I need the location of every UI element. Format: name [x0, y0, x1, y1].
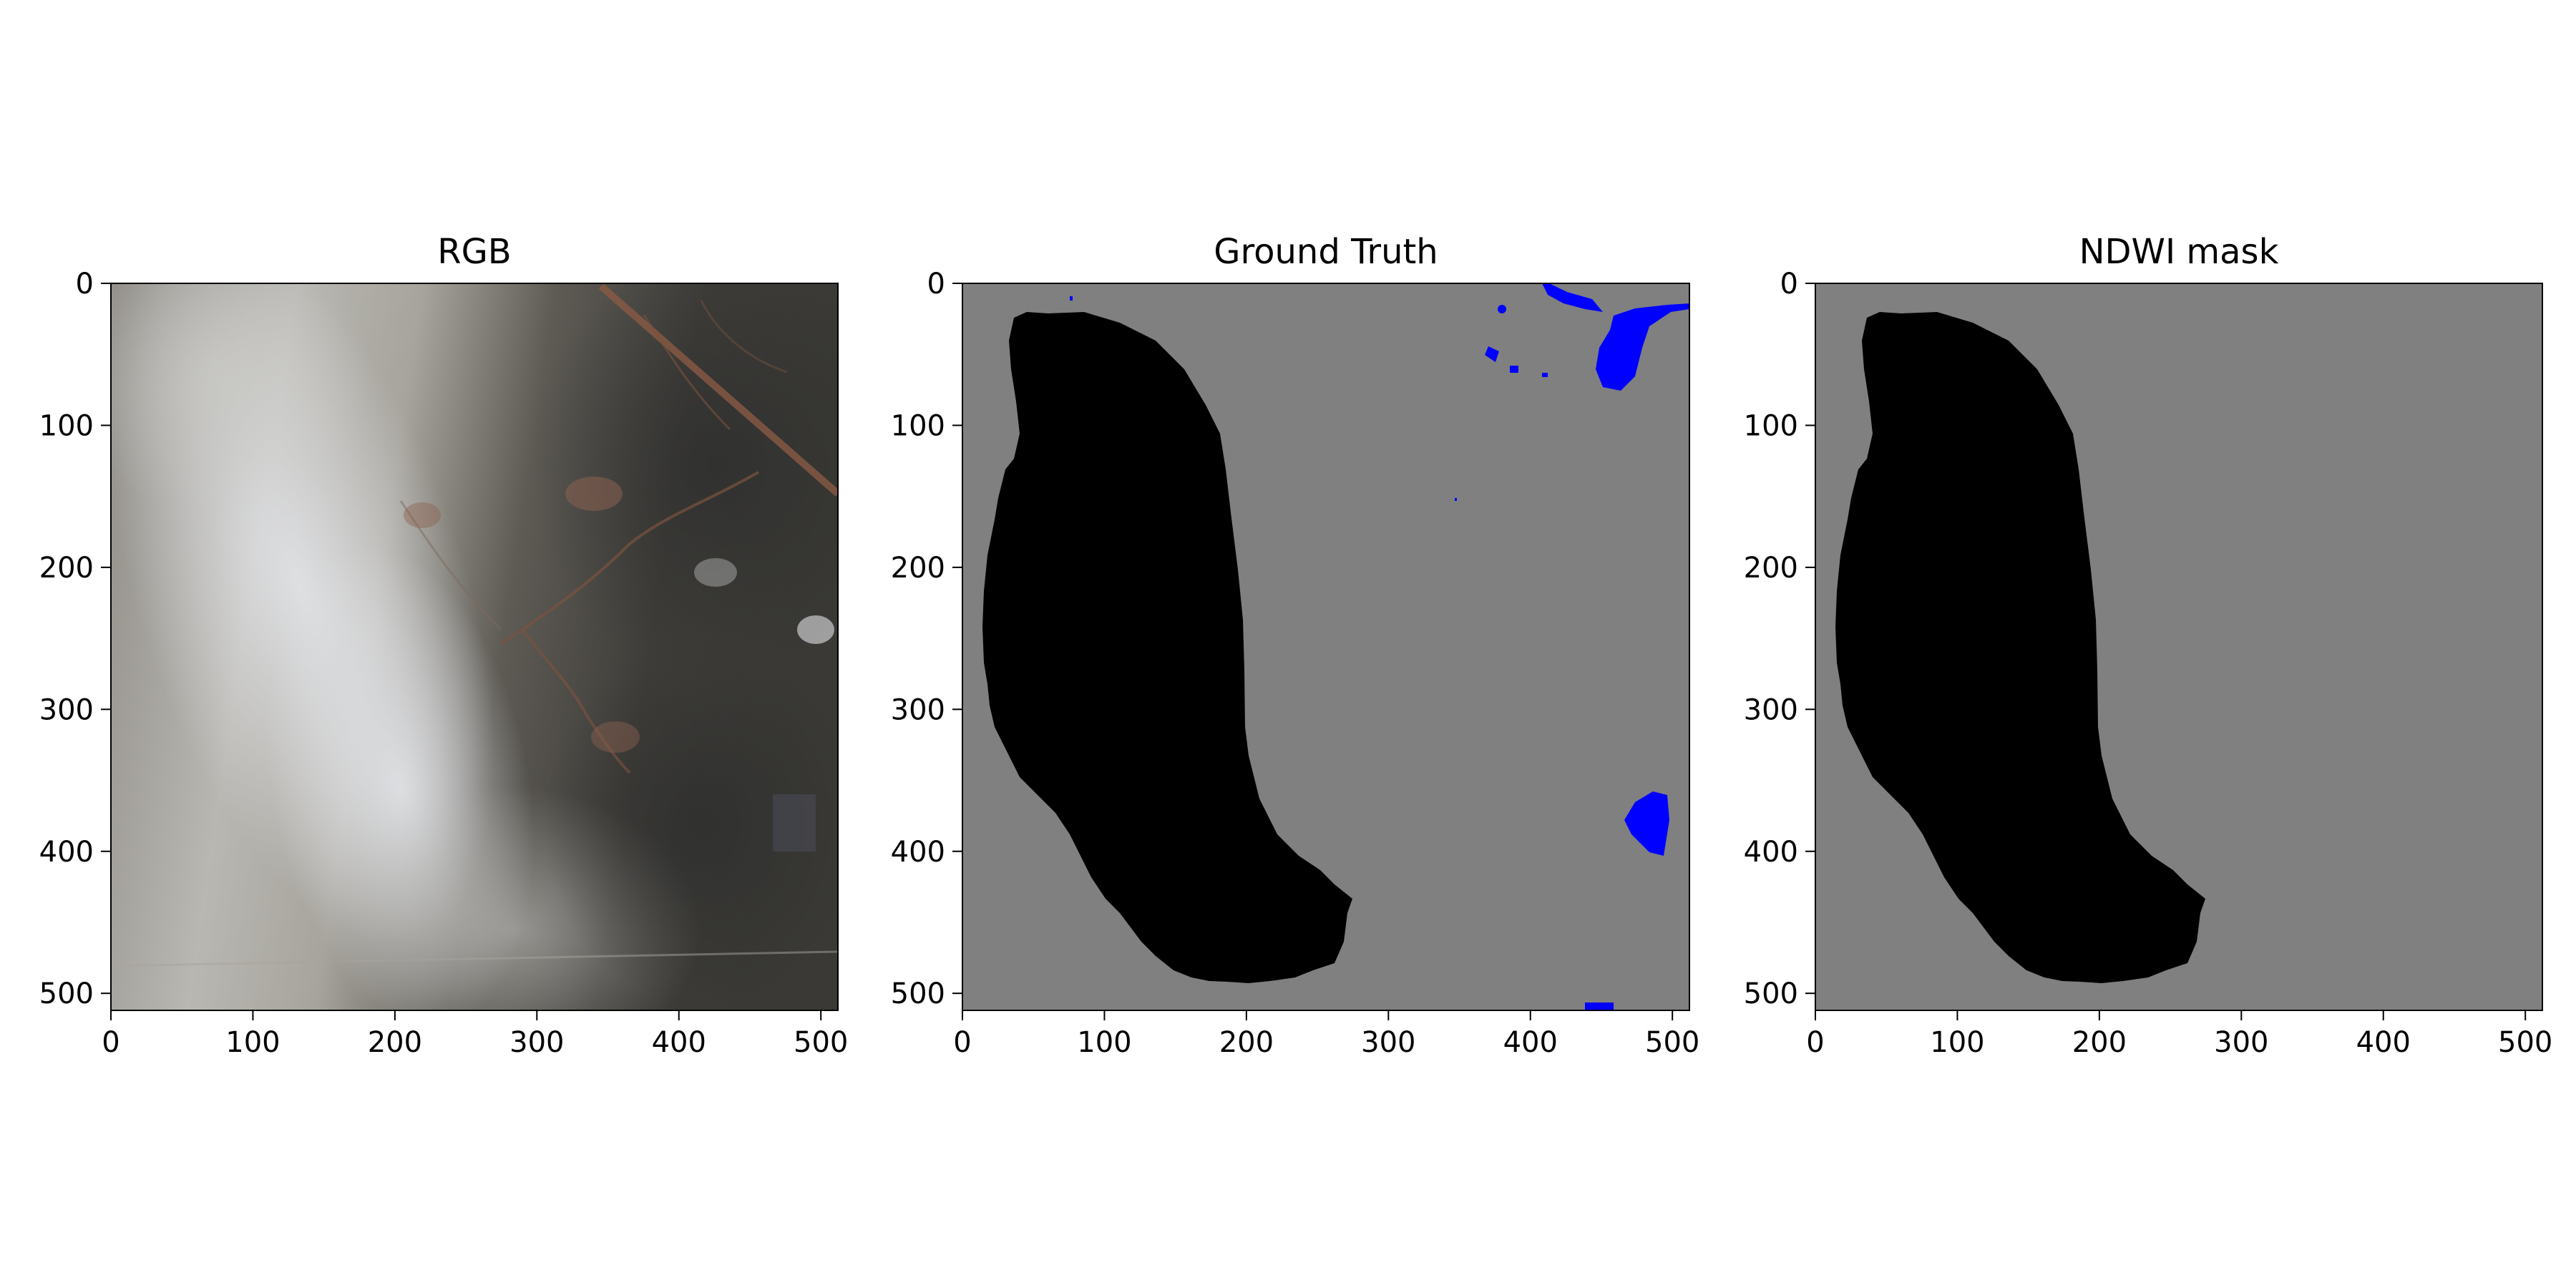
y-tick-label: 500 — [1744, 977, 1798, 1010]
y-tick-label: 200 — [891, 552, 945, 585]
panel-title-ground-truth: Ground Truth — [1214, 232, 1438, 272]
y-tick-label: 400 — [39, 836, 94, 869]
y-tick-label: 0 — [1780, 268, 1798, 301]
y-tick-label: 300 — [1744, 693, 1798, 726]
y-tick-label: 200 — [1744, 552, 1798, 585]
x-tick-label: 500 — [794, 1026, 848, 1059]
x-tick-label: 0 — [102, 1026, 119, 1059]
x-tick-label: 300 — [1361, 1026, 1415, 1059]
rgb-axes-frame — [110, 283, 839, 1011]
y-tick-label: 400 — [891, 836, 945, 869]
panel-ndwi-mask: NDWI mask 0 100 200 300 400 50001002003004005… — [1744, 232, 2553, 1059]
panel-title-ndwi-mask: NDWI mask — [2079, 232, 2279, 272]
x-tick-label: 400 — [2356, 1026, 2411, 1059]
water-highlight-regions — [1070, 283, 1689, 1010]
x-tick-label: 0 — [953, 1026, 971, 1059]
y-tick-label: 200 — [39, 552, 94, 585]
x-tick-label: 200 — [2072, 1026, 2127, 1059]
x-tick-label: 300 — [2214, 1026, 2268, 1059]
x-tick-label: 400 — [1503, 1026, 1558, 1059]
y-tick-label: 100 — [1744, 409, 1798, 442]
y-tick-label: 0 — [76, 268, 94, 301]
rgb-image — [111, 283, 838, 1010]
x-tick-label: 500 — [1645, 1026, 1699, 1059]
y-tick-label: 500 — [39, 977, 94, 1010]
y-tick-label: 0 — [927, 268, 945, 301]
x-tick-label: 300 — [509, 1026, 564, 1059]
x-tick-label: 100 — [1077, 1026, 1131, 1059]
ground-truth-region — [982, 312, 1352, 983]
y-tick-label: 300 — [39, 693, 94, 726]
x-tick-label: 200 — [368, 1026, 422, 1059]
y-tick-label: 400 — [1744, 836, 1798, 869]
ndwi-mask-axes-frame — [1815, 283, 2543, 1011]
y-tick-label: 100 — [39, 409, 94, 442]
panel-title-rgb: RGB — [437, 232, 511, 272]
x-tick-label: 0 — [1806, 1026, 1824, 1059]
ground-truth-axes-frame — [962, 283, 1690, 1011]
ndwi-mask-image — [1815, 283, 2542, 1010]
ndwi-mask-region — [1835, 312, 2205, 983]
y-tick-label: 300 — [891, 693, 945, 726]
y-tick-label: 100 — [891, 409, 945, 442]
x-tick-label: 100 — [225, 1026, 280, 1059]
x-tick-label: 400 — [652, 1026, 706, 1059]
x-tick-label: 100 — [1930, 1026, 1984, 1059]
x-tick-label: 200 — [1219, 1026, 1274, 1059]
x-tick-label: 500 — [2498, 1026, 2552, 1059]
y-tick-label: 500 — [891, 977, 945, 1010]
panel-ground-truth: Ground Truth 0 100 200 300 400 50001002003004… — [891, 232, 1700, 1059]
ground-truth-image — [962, 283, 1689, 1010]
